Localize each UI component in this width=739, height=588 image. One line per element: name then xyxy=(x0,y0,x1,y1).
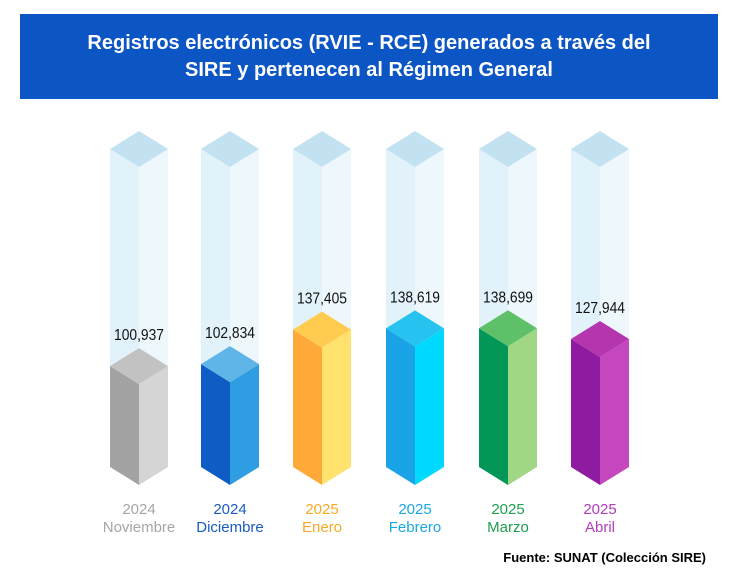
tick-label-year-2: 2025 xyxy=(305,501,338,518)
title-banner: Registros electrónicos (RVIE - RCE) gene… xyxy=(20,14,718,99)
tick-label-month-4: Marzo xyxy=(487,519,529,536)
bar-side-5 xyxy=(600,339,629,485)
bar-top-4 xyxy=(479,310,537,347)
title-line-2: SIRE y pertenecen al Régimen General xyxy=(185,58,553,81)
bar-side-3 xyxy=(415,328,444,485)
tick-label-month-1: Diciembre xyxy=(196,519,264,536)
ghost-column-front-5 xyxy=(571,149,600,358)
bar-top-2 xyxy=(293,311,351,348)
data-label-3: 138,619 xyxy=(390,289,440,306)
ghost-column-front-0 xyxy=(110,149,139,385)
bar-front-1 xyxy=(201,364,230,485)
ghost-column-front-2 xyxy=(293,149,322,348)
ghost-column-top-0 xyxy=(110,131,168,167)
ghost-column-side-2 xyxy=(322,149,351,348)
ghost-column-side-1 xyxy=(230,149,259,383)
ghost-column-top-3 xyxy=(386,131,444,167)
ghost-column-side-0 xyxy=(139,149,168,385)
ghost-column-side-4 xyxy=(508,149,537,347)
ghost-column-side-5 xyxy=(600,149,629,358)
bar-front-3 xyxy=(386,328,415,485)
tick-label-month-2: Enero xyxy=(302,519,342,536)
bar-front-4 xyxy=(479,328,508,485)
tick-label-year-4: 2025 xyxy=(491,501,524,518)
bar-top-5 xyxy=(571,321,629,358)
bar-side-4 xyxy=(508,328,537,485)
bar-side-0 xyxy=(139,366,168,485)
ghost-column-top-1 xyxy=(201,131,259,167)
bar-side-1 xyxy=(230,364,259,485)
data-label-1: 102,834 xyxy=(205,325,255,342)
data-label-5: 127,944 xyxy=(575,300,625,317)
ghost-column-front-4 xyxy=(479,149,508,347)
data-label-4: 138,699 xyxy=(483,289,533,306)
bar-top-0 xyxy=(110,348,168,385)
bar-front-2 xyxy=(293,329,322,485)
tick-label-year-0: 2024 xyxy=(122,501,155,518)
ghost-column-front-1 xyxy=(201,149,230,383)
tick-label-year-5: 2025 xyxy=(583,501,616,518)
bar-side-2 xyxy=(322,329,351,485)
ghost-column-top-5 xyxy=(571,131,629,167)
bar-front-0 xyxy=(110,366,139,485)
tick-label-month-5: Abril xyxy=(585,519,615,536)
ghost-column-top-4 xyxy=(479,131,537,167)
bar-top-3 xyxy=(386,310,444,347)
source-note: Fuente: SUNAT (Colección SIRE) xyxy=(503,550,706,565)
tick-label-year-1: 2024 xyxy=(213,501,246,518)
ghost-column-top-2 xyxy=(293,131,351,167)
ghost-column-front-3 xyxy=(386,149,415,347)
ghost-column-side-3 xyxy=(415,149,444,347)
data-label-2: 137,405 xyxy=(297,291,347,308)
tick-label-year-3: 2025 xyxy=(398,501,431,518)
tick-label-month-3: Febrero xyxy=(389,519,442,536)
data-label-0: 100,937 xyxy=(114,327,164,344)
title-line-1: Registros electrónicos (RVIE - RCE) gene… xyxy=(87,31,651,54)
tick-label-month-0: Noviembre xyxy=(103,519,176,536)
bar-front-5 xyxy=(571,339,600,485)
bar-top-1 xyxy=(201,346,259,383)
